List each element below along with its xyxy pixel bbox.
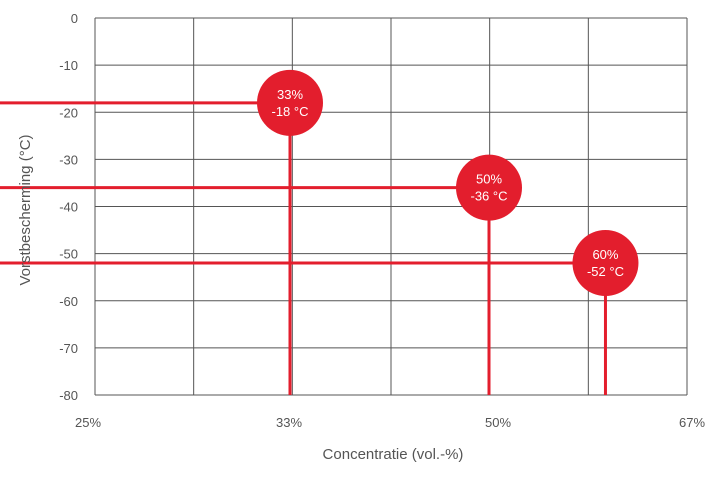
data-marker: 60% -52 °C bbox=[0, 230, 639, 395]
marker-label-temperature: -18 °C bbox=[272, 104, 309, 119]
grid bbox=[94, 17, 688, 396]
y-tick-label: -50 bbox=[59, 247, 78, 262]
marker-label-concentration: 33% bbox=[277, 87, 303, 102]
y-tick-label: -30 bbox=[59, 152, 78, 167]
data-marker: 33% -18 °C bbox=[0, 69, 323, 395]
y-axis-title: Vorstbescherming (°C) bbox=[17, 134, 34, 285]
x-axis-tick-labels: 25% 33% 50% 67% bbox=[75, 415, 705, 430]
x-tick-label: 25% bbox=[75, 415, 101, 430]
y-tick-label: -40 bbox=[59, 200, 78, 215]
y-tick-label: -60 bbox=[59, 294, 78, 309]
marker-label-concentration: 50% bbox=[476, 172, 502, 187]
marker-label-temperature: -36 °C bbox=[471, 189, 508, 204]
y-tick-label: 0 bbox=[71, 11, 78, 26]
y-tick-label: -10 bbox=[59, 58, 78, 73]
data-markers: 33% -18 °C 50% -36 °C 60% -52 °C bbox=[0, 69, 639, 395]
y-tick-label: -20 bbox=[59, 105, 78, 120]
marker-bubble bbox=[572, 230, 639, 297]
y-tick-label: -80 bbox=[59, 388, 78, 403]
marker-label-concentration: 60% bbox=[592, 247, 618, 262]
marker-bubble bbox=[456, 154, 522, 221]
x-tick-label: 33% bbox=[276, 415, 302, 430]
x-tick-label: 50% bbox=[485, 415, 511, 430]
x-tick-label: 67% bbox=[679, 415, 705, 430]
marker-label-temperature: -52 °C bbox=[587, 264, 624, 279]
y-tick-label: -70 bbox=[59, 341, 78, 356]
marker-bubble bbox=[257, 69, 323, 136]
x-axis-title: Concentratie (vol.-%) bbox=[323, 446, 464, 463]
data-marker: 50% -36 °C bbox=[0, 154, 522, 395]
y-axis-tick-labels: 0 -10 -20 -30 -40 -50 -60 -70 -80 bbox=[59, 11, 78, 403]
